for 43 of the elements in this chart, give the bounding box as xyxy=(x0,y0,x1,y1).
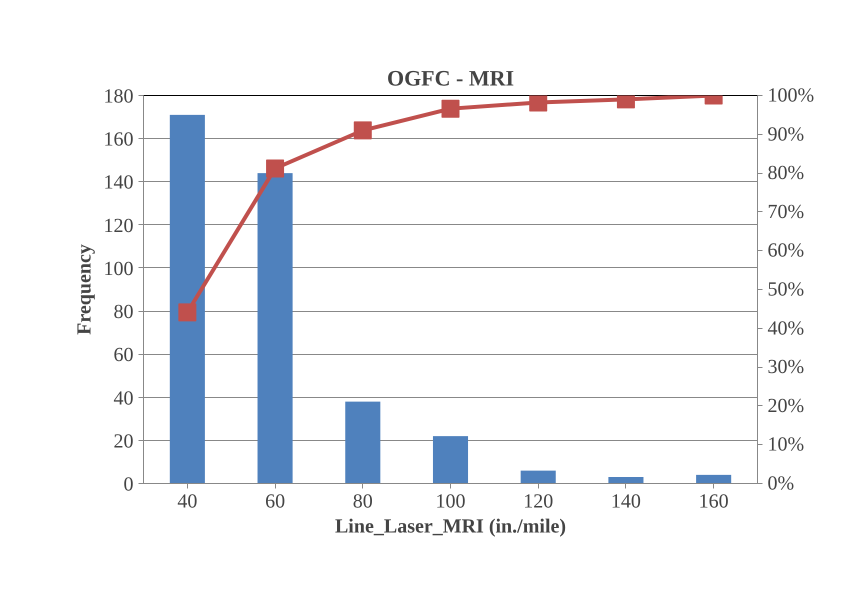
y-tick-label: 120 xyxy=(104,214,134,237)
y-axis-title: Frequency xyxy=(74,244,96,335)
point xyxy=(178,303,196,322)
x-axis-title: Line_Laser_MRI (in./mile) xyxy=(334,516,566,538)
x-tick-label: 80 xyxy=(352,490,373,512)
y2-tick-label: 100% xyxy=(768,84,814,106)
y2-tick-label: 90% xyxy=(768,123,804,146)
y-tick-label: 80 xyxy=(114,301,134,324)
y2-tick-label: 70% xyxy=(768,200,804,223)
y-tick-label: 160 xyxy=(104,128,134,151)
y2-tick-label: 60% xyxy=(768,240,804,262)
bar xyxy=(520,470,556,484)
y2-tick-label: 0% xyxy=(768,472,794,494)
bar xyxy=(258,173,293,484)
y-tick-label: 100 xyxy=(104,258,134,280)
y-tick-label: 40 xyxy=(114,387,134,410)
x-tick-label: 60 xyxy=(265,490,286,512)
y-tick-label: 180 xyxy=(104,86,134,108)
bar xyxy=(345,402,380,484)
y-tick-label: 140 xyxy=(104,172,134,194)
bar xyxy=(170,114,205,484)
y2-tick-label: 50% xyxy=(768,278,804,300)
y2-tick-label: 20% xyxy=(768,394,804,417)
x-tick-label: 100 xyxy=(436,490,466,512)
y2-tick-label: 10% xyxy=(768,434,804,456)
bar xyxy=(696,474,732,484)
y-tick-label: 60 xyxy=(114,344,134,366)
point xyxy=(529,96,548,112)
bar xyxy=(608,477,644,484)
y2-tick-label: 40% xyxy=(768,317,804,340)
chart-title: OGFC - MRI xyxy=(386,66,514,90)
bar xyxy=(432,436,468,484)
y-tick-label: 20 xyxy=(114,430,134,452)
point xyxy=(354,121,372,140)
y2-tick-label: 30% xyxy=(768,356,804,378)
x-tick-label: 40 xyxy=(177,490,198,512)
x-tick-label: 160 xyxy=(698,490,729,512)
y-tick-label: 0 xyxy=(124,474,134,496)
x-tick-label: 120 xyxy=(523,490,554,512)
point xyxy=(266,159,284,178)
x-tick-label: 140 xyxy=(610,490,641,512)
y2-tick-label: 80% xyxy=(768,162,804,184)
point xyxy=(442,100,460,118)
